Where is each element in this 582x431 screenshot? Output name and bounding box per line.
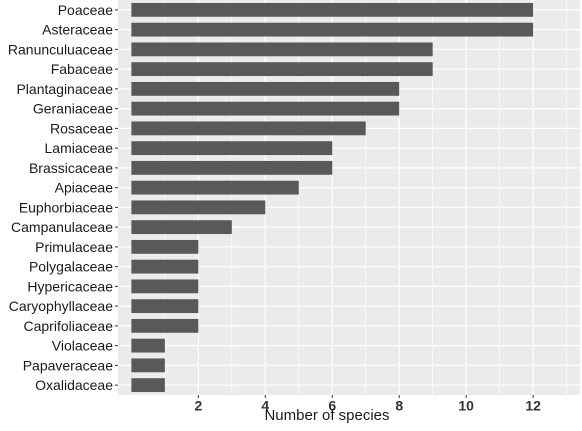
- x-tick-label: 8: [395, 397, 403, 413]
- y-tick-label: Papaveraceae: [23, 357, 114, 373]
- bar-lamiaceae: [131, 141, 333, 156]
- bar-hypericaceae: [131, 279, 199, 294]
- bar-apiaceae: [131, 180, 299, 195]
- bar-oxalidaceae: [131, 378, 165, 393]
- y-tick-label: Lamiaceae: [45, 140, 114, 156]
- y-tick-label: Caprifoliaceae: [24, 318, 114, 334]
- bar-brassicaceae: [131, 160, 333, 175]
- bar-asteraceae: [131, 22, 534, 37]
- y-tick-label: Asteraceae: [42, 22, 113, 38]
- y-tick-label: Ranunculuaceae: [8, 41, 113, 57]
- bar-plantaginaceae: [131, 81, 400, 96]
- x-axis: 2 4 6 8 10 12: [194, 395, 541, 413]
- y-tick-label: Caryophyllaceae: [9, 298, 113, 314]
- bar-geraniaceae: [131, 101, 400, 116]
- y-tick-label: Campanulaceae: [11, 219, 113, 235]
- bar-campanulaceae: [131, 220, 232, 235]
- y-tick-label: Euphorbiaceae: [19, 199, 113, 215]
- x-tick-label: 6: [328, 397, 336, 413]
- y-tick-label: Apiaceae: [55, 180, 114, 196]
- y-tick-label: Geraniaceae: [33, 101, 113, 117]
- plot-panel: [118, 0, 580, 395]
- bar-caprifoliaceae: [131, 318, 199, 333]
- bar-ranunculuaceae: [131, 42, 433, 57]
- y-tick-label: Primulaceae: [35, 239, 113, 255]
- y-tick-label: Hypericaceae: [27, 278, 113, 294]
- bars: [131, 2, 534, 393]
- bar-polygalaceae: [131, 259, 199, 274]
- bar-caryophyllaceae: [131, 299, 199, 314]
- y-tick-label: Polygalaceae: [29, 259, 113, 275]
- y-tick-label: Brassicaceae: [29, 160, 113, 176]
- bar-fabaceae: [131, 62, 433, 77]
- x-tick-label: 4: [261, 397, 269, 413]
- y-tick-label: Violaceae: [52, 338, 113, 354]
- y-tick-label: Fabaceae: [51, 61, 113, 77]
- x-tick-label: 10: [458, 397, 474, 413]
- bar-poaceae: [131, 2, 534, 17]
- y-tick-label: Plantaginaceae: [16, 81, 113, 97]
- x-tick-label: 2: [194, 397, 202, 413]
- x-axis-title: Number of species: [264, 407, 389, 424]
- y-axis: Poaceae Asteraceae Ranunculuaceae Fabaceae P…: [8, 2, 118, 393]
- bar-rosaceae: [131, 121, 366, 136]
- y-tick-label: Rosaceae: [50, 120, 113, 136]
- bar-primulaceae: [131, 239, 199, 254]
- y-tick-label: Oxalidaceae: [35, 377, 113, 393]
- bar-papaveraceae: [131, 358, 165, 373]
- bar-euphorbiaceae: [131, 200, 266, 215]
- y-tick-label: Poaceae: [58, 2, 113, 18]
- x-tick-label: 12: [525, 397, 541, 413]
- bar-violaceae: [131, 338, 165, 353]
